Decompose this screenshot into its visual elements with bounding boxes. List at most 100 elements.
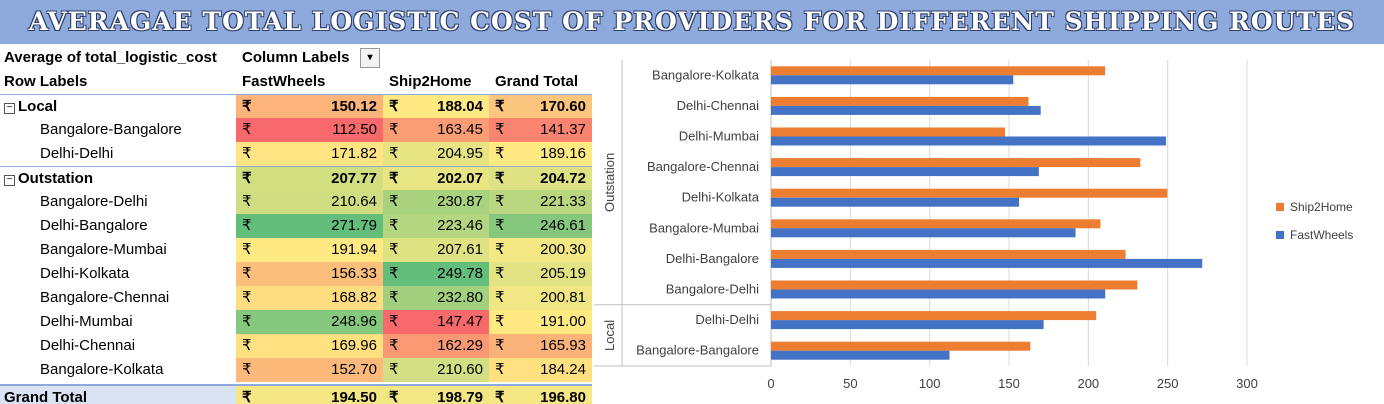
value-cell-ship2home[interactable]: ₹147.47 (383, 310, 489, 334)
value-cell-grand-total[interactable]: ₹184.24 (489, 358, 592, 382)
value-cell-ship2home[interactable]: ₹207.61 (383, 238, 489, 262)
table-row-delhi-delhi[interactable]: Delhi-Delhi ₹171.82 ₹204.95 ₹189.16 (0, 142, 592, 166)
row-label[interactable]: Delhi-Chennai (0, 334, 236, 358)
group-row-outstation[interactable]: − Outstation ₹207.77 ₹202.07 ₹204.72 (0, 166, 592, 191)
value-cell-fastwheels[interactable]: ₹194.50 (236, 386, 383, 404)
category-label: Delhi-Delhi (695, 312, 759, 327)
table-row-delhi-mumbai[interactable]: Delhi-Mumbai ₹248.96 ₹147.47 ₹191.00 (0, 310, 592, 334)
value-cell-fastwheels[interactable]: ₹191.94 (236, 238, 383, 262)
value-cell-fastwheels[interactable]: ₹210.64 (236, 190, 383, 214)
value-cell-grand-total[interactable]: ₹204.72 (489, 167, 592, 191)
table-row-delhi-bangalore[interactable]: Delhi-Bangalore ₹271.79 ₹223.46 ₹246.61 (0, 214, 592, 238)
value-cell-grand-total[interactable]: ₹165.93 (489, 334, 592, 358)
value-cell-fastwheels[interactable]: ₹248.96 (236, 310, 383, 334)
category-label: Delhi-Kolkata (682, 190, 760, 205)
value-cell-grand-total[interactable]: ₹246.61 (489, 214, 592, 238)
value-cell-ship2home[interactable]: ₹188.04 (383, 95, 489, 119)
value-cell-grand-total[interactable]: ₹141.37 (489, 118, 592, 142)
value-cell-fastwheels[interactable]: ₹171.82 (236, 142, 383, 166)
value-cell-grand-total[interactable]: ₹205.19 (489, 262, 592, 286)
bar-chart-svg: 0 50 100 150 200 250 300 Bangalore-Kolkata Delhi… (594, 60, 1353, 391)
value-cell-grand-total[interactable]: ₹221.33 (489, 190, 592, 214)
value-cell-fastwheels[interactable]: ₹207.77 (236, 167, 383, 191)
value-cell-fastwheels[interactable]: ₹271.79 (236, 214, 383, 238)
value-cell-ship2home[interactable]: ₹163.45 (383, 118, 489, 142)
value-cell-grand-total[interactable]: ₹196.80 (489, 386, 592, 404)
row-label[interactable]: Bangalore-Kolkata (0, 358, 236, 382)
value-cell-ship2home[interactable]: ₹223.46 (383, 214, 489, 238)
value-cell-fastwheels[interactable]: ₹169.96 (236, 334, 383, 358)
row-label[interactable]: Bangalore-Bangalore (0, 118, 236, 142)
collapse-toggle-icon[interactable]: − (4, 175, 15, 186)
group-row-local[interactable]: − Local ₹150.12 ₹188.04 ₹170.60 (0, 94, 592, 119)
value-cell-ship2home[interactable]: ₹162.29 (383, 334, 489, 358)
column-header-fastwheels[interactable]: FastWheels (242, 73, 326, 90)
value-cell-grand-total[interactable]: ₹170.60 (489, 95, 592, 119)
row-labels-header[interactable]: Row Labels (4, 73, 88, 90)
value-cell-fastwheels[interactable]: ₹168.82 (236, 286, 383, 310)
row-label[interactable]: Grand Total (0, 386, 236, 404)
value-cell-ship2home[interactable]: ₹204.95 (383, 142, 489, 166)
value-cell-grand-total[interactable]: ₹189.16 (489, 142, 592, 166)
value-cell-fastwheels[interactable]: ₹156.33 (236, 262, 383, 286)
cell-value: 147.47 (437, 313, 483, 330)
row-label[interactable]: Bangalore-Chennai (0, 286, 236, 310)
column-header-ship2home[interactable]: Ship2Home (389, 73, 472, 90)
currency-symbol: ₹ (495, 265, 505, 282)
cell-value: 165.93 (540, 337, 586, 354)
currency-symbol: ₹ (389, 170, 399, 187)
value-cell-ship2home[interactable]: ₹230.87 (383, 190, 489, 214)
x-tick-label: 0 (767, 376, 774, 391)
table-row-delhi-kolkata[interactable]: Delhi-Kolkata ₹156.33 ₹249.78 ₹205.19 (0, 262, 592, 286)
row-label[interactable]: Bangalore-Mumbai (0, 238, 236, 262)
value-cell-ship2home[interactable]: ₹232.80 (383, 286, 489, 310)
currency-symbol: ₹ (495, 217, 505, 234)
table-row-bangalore-chennai[interactable]: Bangalore-Chennai ₹168.82 ₹232.80 ₹200.81 (0, 286, 592, 310)
row-label[interactable]: − Outstation (0, 167, 236, 191)
bar-fastwheels-bangalore-delhi (771, 289, 1106, 299)
currency-symbol: ₹ (242, 289, 252, 306)
row-label[interactable]: Delhi-Bangalore (0, 214, 236, 238)
row-label-text: Bangalore-Chennai (40, 289, 170, 306)
currency-symbol: ₹ (389, 145, 399, 162)
category-label: Delhi-Mumbai (679, 129, 759, 144)
value-field-header[interactable]: Average of total_logistic_cost (4, 49, 217, 66)
value-cell-grand-total[interactable]: ₹200.30 (489, 238, 592, 262)
row-label[interactable]: Delhi-Kolkata (0, 262, 236, 286)
value-cell-grand-total[interactable]: ₹191.00 (489, 310, 592, 334)
row-label[interactable]: − Local (0, 95, 236, 119)
grand-total-row[interactable]: Grand Total ₹194.50 ₹198.79 ₹196.80 (0, 384, 592, 404)
row-label[interactable]: Bangalore-Delhi (0, 190, 236, 214)
currency-symbol: ₹ (242, 337, 252, 354)
row-label[interactable]: Delhi-Mumbai (0, 310, 236, 334)
bar-fastwheels-delhi-kolkata (771, 197, 1020, 207)
value-cell-fastwheels[interactable]: ₹112.50 (236, 118, 383, 142)
table-row-delhi-chennai[interactable]: Delhi-Chennai ₹169.96 ₹162.29 ₹165.93 (0, 334, 592, 358)
value-cell-ship2home[interactable]: ₹210.60 (383, 358, 489, 382)
currency-symbol: ₹ (495, 289, 505, 306)
x-tick-label: 150 (998, 376, 1020, 391)
x-tick-label: 250 (1157, 376, 1179, 391)
bar-fastwheels-delhi-delhi (771, 320, 1044, 330)
x-tick-label: 200 (1077, 376, 1099, 391)
cell-value: 191.00 (540, 313, 586, 330)
column-filter-dropdown[interactable]: ▾ (360, 48, 380, 68)
value-cell-ship2home[interactable]: ₹198.79 (383, 386, 489, 404)
currency-symbol: ₹ (242, 241, 252, 258)
value-cell-grand-total[interactable]: ₹200.81 (489, 286, 592, 310)
table-row-bangalore-mumbai[interactable]: Bangalore-Mumbai ₹191.94 ₹207.61 ₹200.30 (0, 238, 592, 262)
cell-value: 204.95 (437, 145, 483, 162)
table-row-bangalore-delhi[interactable]: Bangalore-Delhi ₹210.64 ₹230.87 ₹221.33 (0, 190, 592, 214)
table-row-bangalore-kolkata[interactable]: Bangalore-Kolkata ₹152.70 ₹210.60 ₹184.24 (0, 358, 592, 382)
row-label[interactable]: Delhi-Delhi (0, 142, 236, 166)
value-cell-fastwheels[interactable]: ₹152.70 (236, 358, 383, 382)
cell-value: 171.82 (331, 145, 377, 162)
value-cell-ship2home[interactable]: ₹249.78 (383, 262, 489, 286)
currency-symbol: ₹ (495, 170, 505, 187)
column-labels-header[interactable]: Column Labels (242, 49, 350, 66)
collapse-toggle-icon[interactable]: − (4, 103, 15, 114)
cell-value: 210.60 (437, 361, 483, 378)
value-cell-ship2home[interactable]: ₹202.07 (383, 167, 489, 191)
table-row-bangalore-bangalore[interactable]: Bangalore-Bangalore ₹112.50 ₹163.45 ₹141.37 (0, 118, 592, 142)
value-cell-fastwheels[interactable]: ₹150.12 (236, 95, 383, 119)
